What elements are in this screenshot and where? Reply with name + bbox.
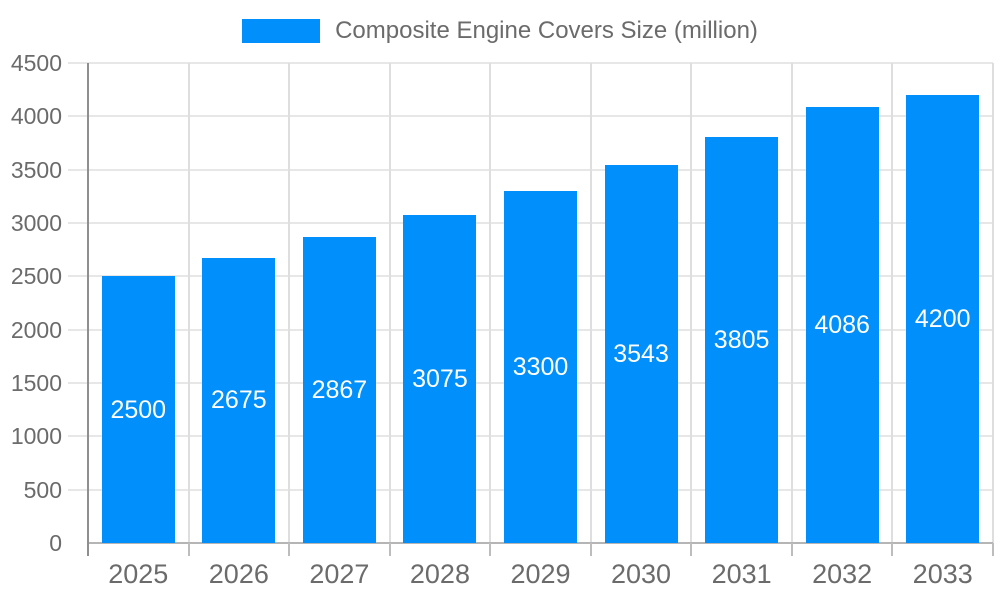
y-axis-tick-label: 1500: [10, 370, 62, 396]
bar-data-label: 2500: [110, 395, 167, 424]
y-axis-tick-label: 3500: [10, 156, 62, 183]
bar-2029[interactable]: 3300: [504, 191, 577, 543]
gridline-vertical: [288, 63, 291, 543]
x-axis-line: [88, 542, 993, 544]
legend-label: Composite Engine Covers Size (million): [335, 17, 758, 44]
gridline-vertical: [992, 63, 994, 543]
x-axis-tick-label: 2026: [208, 559, 269, 589]
y-axis-tick-label: 4000: [10, 103, 62, 130]
x-axis-tick-label: 2025: [108, 559, 169, 589]
legend-swatch-icon: [242, 19, 321, 43]
y-axis-tick-label: 2500: [10, 263, 62, 290]
y-axis-tick-label: 4500: [10, 50, 62, 76]
x-axis-tick: [388, 543, 391, 556]
x-axis-tick: [187, 543, 190, 556]
y-axis-line: [87, 63, 89, 556]
y-axis-tick-label: 3000: [10, 210, 62, 236]
y-axis-tick-label: 500: [23, 476, 62, 503]
bar-2028[interactable]: 3075: [403, 215, 477, 543]
bar-data-label: 2675: [211, 386, 267, 415]
bar-2031[interactable]: 3805: [705, 137, 779, 543]
bar-2027[interactable]: 2867: [302, 237, 376, 543]
gridline-vertical: [388, 63, 391, 543]
x-axis-tick-label: 2028: [409, 559, 470, 589]
gridline-horizontal: [68, 168, 993, 171]
bar-data-label: 2867: [311, 376, 368, 405]
bar-data-label: 3805: [713, 326, 770, 355]
x-axis-tick-label: 2033: [912, 559, 973, 589]
x-axis-tick: [790, 543, 793, 556]
bar-data-label: 3075: [412, 365, 468, 393]
bar-2033[interactable]: 4200: [906, 95, 980, 543]
x-axis-tick: [489, 543, 492, 556]
legend-item[interactable]: Composite Engine Covers Size (million): [0, 16, 1000, 46]
x-axis-tick: [992, 543, 994, 556]
y-axis-tick-label: 2000: [10, 316, 62, 343]
gridline-vertical: [489, 63, 492, 543]
bar-data-label: 3543: [613, 340, 669, 369]
gridline-horizontal: [68, 115, 993, 118]
gridline-vertical: [187, 63, 190, 543]
y-axis-tick-label: 0: [49, 530, 62, 556]
x-axis-tick: [288, 543, 291, 556]
x-axis-tick: [589, 543, 592, 556]
gridline-vertical: [690, 63, 693, 543]
y-axis-tick-label: 1000: [10, 423, 62, 450]
bar-2026[interactable]: 2675: [202, 257, 276, 543]
bar-2025[interactable]: 2500: [101, 276, 175, 543]
bar-data-label: 4200: [914, 305, 971, 333]
gridline-vertical: [589, 63, 592, 543]
x-axis-tick-label: 2032: [812, 559, 873, 589]
bar-data-label: 3300: [512, 353, 569, 381]
x-axis-tick-label: 2031: [711, 559, 772, 589]
bar-2032[interactable]: 4086: [805, 107, 879, 543]
x-axis-tick-label: 2029: [510, 559, 571, 589]
bar-data-label: 4086: [814, 311, 870, 340]
gridline-vertical: [891, 63, 894, 543]
bar-2030[interactable]: 3543: [604, 165, 678, 543]
x-axis-tick-label: 2027: [309, 559, 370, 589]
plot-area: 2500 2675 2867 3075 3300 3543 3805 4086 4200: [68, 62, 994, 556]
gridline-vertical: [790, 63, 793, 543]
gridline-horizontal: [68, 62, 993, 64]
x-axis-tick: [891, 543, 894, 556]
x-axis-tick-label: 2030: [611, 559, 672, 589]
x-axis-tick: [690, 543, 693, 556]
